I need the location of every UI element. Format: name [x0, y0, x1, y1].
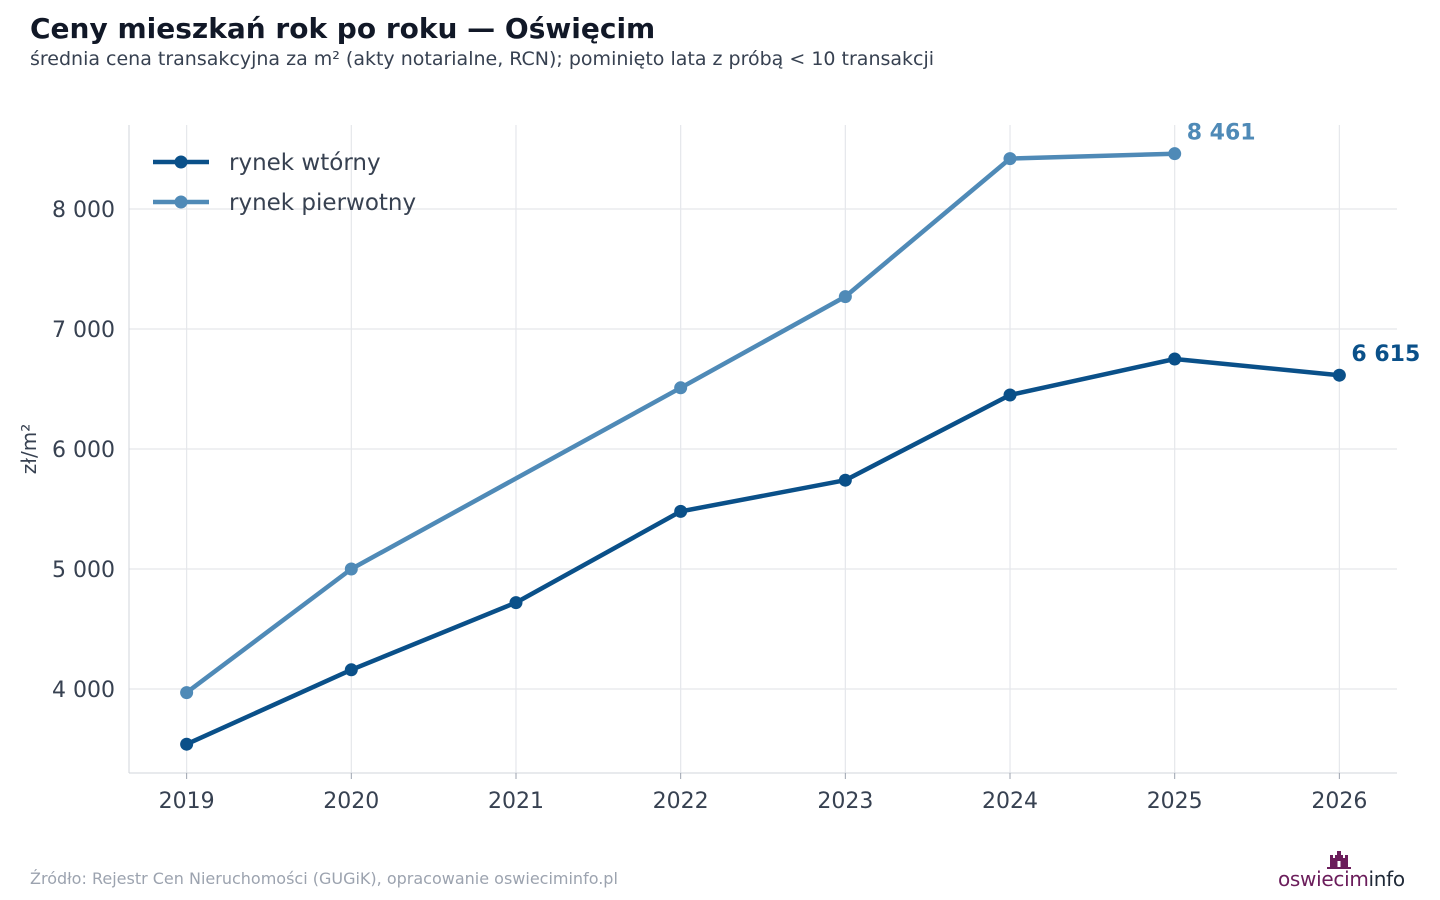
castle-icon: [1327, 851, 1351, 869]
y-tick-label: 6 000: [52, 438, 115, 463]
x-tick-label: 2025: [1147, 789, 1203, 814]
legend: rynek wtórny rynek pierwotny: [153, 150, 416, 216]
data-point[interactable]: [1003, 152, 1017, 166]
x-tick-label: 2019: [159, 789, 215, 814]
data-point[interactable]: [180, 686, 194, 700]
data-point[interactable]: [344, 663, 358, 677]
logo-text-part1: oswiecim: [1278, 867, 1369, 891]
x-tick-label: 2026: [1311, 789, 1367, 814]
logo-text: oswieciminfo: [1278, 867, 1405, 891]
y-tick-label: 4 000: [52, 678, 115, 703]
source-note: Źródło: Rejestr Cen Nieruchomości (GUGiK…: [30, 869, 618, 888]
x-tick-label: 2024: [982, 789, 1038, 814]
data-point[interactable]: [509, 596, 523, 610]
chart-subtitle: średnia cena transakcyjna za m² (akty no…: [30, 48, 935, 70]
series-line: [184, 356, 1342, 747]
data-point[interactable]: [180, 737, 194, 751]
series-1: [180, 352, 1346, 751]
data-point[interactable]: [344, 562, 358, 576]
labels-group: 6 615 8 461: [1187, 121, 1421, 368]
series-group: [180, 147, 1346, 751]
data-point[interactable]: [674, 504, 688, 518]
series-2: [180, 147, 1182, 700]
end-value-label: 6 615: [1351, 342, 1420, 367]
x-tick-label: 2022: [653, 789, 709, 814]
y-tick-label: 7 000: [52, 318, 115, 343]
x-tick-label: 2020: [323, 789, 379, 814]
data-point[interactable]: [674, 381, 688, 395]
grid-lines: [129, 125, 1397, 773]
end-value-label: 8 461: [1187, 121, 1256, 146]
data-point[interactable]: [838, 290, 852, 304]
legend-swatch-marker: [174, 195, 188, 209]
legend-label: rynek wtórny: [229, 150, 381, 176]
series-line: [184, 151, 1177, 695]
legend-label: rynek pierwotny: [229, 190, 416, 216]
data-point[interactable]: [1332, 368, 1346, 382]
logo-text-part2: info: [1368, 867, 1406, 891]
y-tick-label: 8 000: [52, 198, 115, 223]
brand-logo[interactable]: oswieciminfo: [1278, 851, 1418, 891]
line-chart: 4 000 5 000 6 000 7 000 8 000 2019 2020 2021 202…: [17, 121, 1421, 814]
x-tick-label: 2023: [817, 789, 873, 814]
legend-swatch-marker: [174, 155, 188, 169]
x-tick-label: 2021: [488, 789, 544, 814]
data-point[interactable]: [1003, 388, 1017, 402]
axes: 4 000 5 000 6 000 7 000 8 000 2019 2020 2021 202…: [17, 125, 1397, 814]
legend-item[interactable]: rynek wtórny: [153, 150, 381, 176]
y-axis-label: zł/m²: [17, 424, 41, 474]
data-point[interactable]: [1168, 147, 1182, 161]
data-point[interactable]: [838, 473, 852, 487]
chart-title: Ceny mieszkań rok po roku — Oświęcim: [30, 12, 656, 45]
y-tick-label: 5 000: [52, 558, 115, 583]
legend-item[interactable]: rynek pierwotny: [153, 190, 416, 216]
data-point[interactable]: [1168, 352, 1182, 366]
